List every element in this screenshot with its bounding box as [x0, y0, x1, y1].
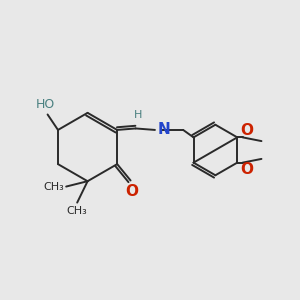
Text: O: O: [240, 162, 253, 177]
Text: O: O: [125, 184, 139, 199]
Text: O: O: [240, 123, 253, 138]
Text: HO: HO: [36, 98, 55, 111]
Text: N: N: [158, 122, 171, 137]
Text: H: H: [134, 110, 142, 120]
Text: CH₃: CH₃: [67, 206, 88, 216]
Text: CH₃: CH₃: [43, 182, 64, 192]
